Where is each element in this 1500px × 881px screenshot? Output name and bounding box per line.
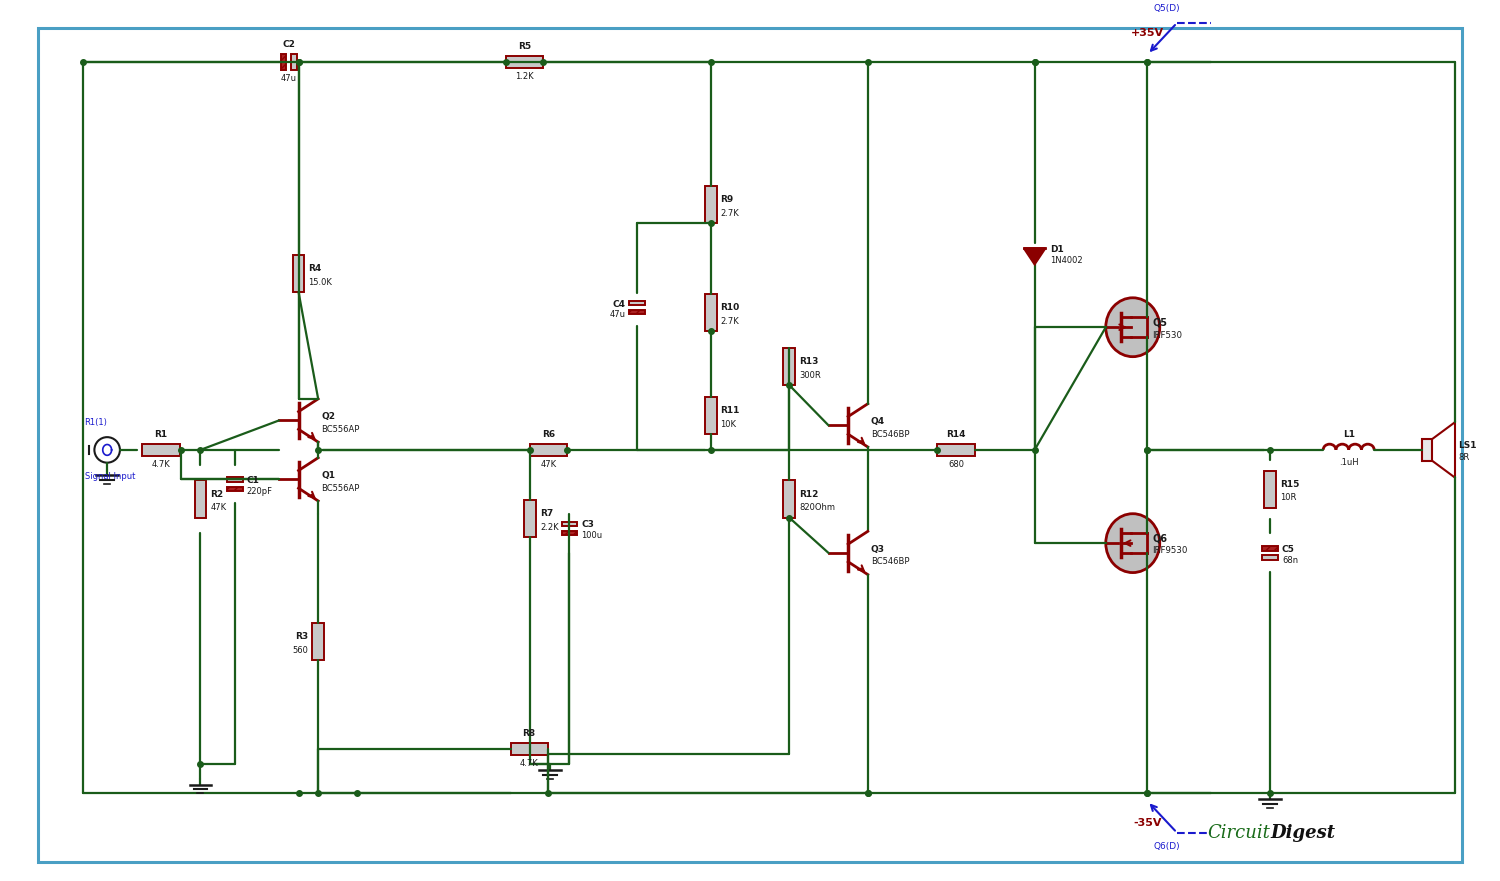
FancyBboxPatch shape (561, 531, 578, 536)
FancyBboxPatch shape (291, 55, 297, 70)
Text: IRF530: IRF530 (1152, 330, 1182, 339)
FancyBboxPatch shape (630, 310, 645, 315)
FancyBboxPatch shape (195, 480, 207, 518)
FancyBboxPatch shape (510, 744, 548, 755)
Text: 47u: 47u (280, 74, 297, 83)
Text: Q2: Q2 (321, 412, 334, 421)
Text: .1uH: .1uH (1340, 458, 1359, 467)
FancyBboxPatch shape (705, 186, 717, 223)
Text: 1.2K: 1.2K (514, 72, 534, 81)
FancyBboxPatch shape (525, 500, 536, 537)
Text: LS1: LS1 (1458, 441, 1478, 450)
Text: Q1: Q1 (321, 471, 334, 480)
FancyBboxPatch shape (938, 444, 975, 455)
Text: R4: R4 (309, 263, 321, 273)
FancyBboxPatch shape (1264, 470, 1276, 507)
FancyBboxPatch shape (142, 444, 180, 455)
Text: +35V: +35V (1131, 27, 1164, 38)
Text: R3: R3 (296, 632, 309, 640)
Text: 4.7K: 4.7K (152, 460, 171, 469)
Text: C2: C2 (282, 40, 296, 49)
Text: 2.2K: 2.2K (540, 523, 558, 532)
Text: R1(1): R1(1) (84, 418, 108, 427)
Text: IRF9530: IRF9530 (1152, 546, 1188, 556)
Text: R9: R9 (720, 195, 734, 204)
Text: BC556AP: BC556AP (321, 425, 360, 433)
Text: BC546BP: BC546BP (870, 558, 909, 566)
FancyBboxPatch shape (630, 300, 645, 305)
Text: BC556AP: BC556AP (321, 484, 360, 492)
Text: 10R: 10R (1280, 493, 1296, 502)
Text: 4.7K: 4.7K (520, 759, 538, 768)
FancyBboxPatch shape (280, 55, 286, 70)
Text: R7: R7 (540, 509, 554, 518)
Ellipse shape (1106, 514, 1160, 573)
Text: R13: R13 (800, 357, 819, 366)
Text: C4: C4 (612, 300, 626, 308)
Text: 1N4002: 1N4002 (1050, 256, 1083, 265)
Text: 680: 680 (948, 460, 964, 469)
Text: 10K: 10K (720, 420, 736, 429)
Text: D1: D1 (1050, 245, 1064, 255)
FancyBboxPatch shape (530, 444, 567, 455)
Text: Q3: Q3 (870, 544, 885, 553)
Text: 68n: 68n (1282, 556, 1298, 565)
Text: R6: R6 (542, 430, 555, 439)
Text: 47u: 47u (609, 310, 625, 320)
Text: R12: R12 (800, 490, 819, 499)
Text: 15.0K: 15.0K (309, 278, 332, 286)
Text: -35V: -35V (1132, 818, 1161, 828)
Text: C1: C1 (246, 477, 259, 485)
Text: C5: C5 (1282, 545, 1294, 554)
FancyBboxPatch shape (1422, 439, 1432, 461)
FancyBboxPatch shape (312, 623, 324, 660)
Text: R15: R15 (1280, 480, 1299, 489)
Text: R11: R11 (720, 406, 740, 415)
FancyBboxPatch shape (705, 397, 717, 434)
Text: 820Ohm: 820Ohm (800, 503, 836, 513)
Text: L1: L1 (1342, 430, 1354, 439)
Text: Digest: Digest (1270, 824, 1335, 841)
Text: R8: R8 (522, 729, 536, 738)
FancyBboxPatch shape (705, 294, 717, 331)
FancyBboxPatch shape (561, 522, 578, 526)
Text: Q5(D): Q5(D) (1154, 4, 1180, 13)
Text: Signal Input: Signal Input (84, 472, 135, 482)
Text: 47K: 47K (210, 503, 226, 513)
Text: C3: C3 (580, 521, 594, 529)
Text: Q6(D): Q6(D) (1154, 842, 1180, 851)
Text: BC546BP: BC546BP (870, 430, 909, 439)
Ellipse shape (1106, 298, 1160, 357)
Text: Circuit: Circuit (1208, 824, 1270, 841)
Circle shape (94, 437, 120, 463)
FancyBboxPatch shape (292, 255, 304, 292)
Text: R1: R1 (154, 430, 168, 439)
FancyBboxPatch shape (226, 486, 243, 491)
Text: 220pF: 220pF (246, 487, 273, 496)
FancyBboxPatch shape (783, 348, 795, 385)
Polygon shape (1024, 248, 1045, 264)
Text: 100u: 100u (580, 531, 603, 540)
Text: Q5: Q5 (1152, 317, 1167, 328)
Text: Q6: Q6 (1152, 533, 1167, 544)
FancyBboxPatch shape (226, 478, 243, 482)
Text: Q4: Q4 (870, 417, 885, 426)
Text: R2: R2 (210, 490, 224, 499)
Text: R10: R10 (720, 303, 740, 312)
FancyBboxPatch shape (506, 56, 543, 68)
Text: R5: R5 (518, 42, 531, 51)
Text: 2.7K: 2.7K (720, 317, 740, 326)
Text: R14: R14 (946, 430, 966, 439)
Text: 2.7K: 2.7K (720, 209, 740, 218)
Text: 47K: 47K (540, 460, 556, 469)
Text: 8R: 8R (1458, 453, 1470, 463)
FancyBboxPatch shape (1263, 546, 1278, 551)
FancyBboxPatch shape (783, 480, 795, 518)
Text: 560: 560 (292, 646, 309, 655)
Text: 300R: 300R (800, 371, 820, 380)
FancyBboxPatch shape (1263, 555, 1278, 559)
